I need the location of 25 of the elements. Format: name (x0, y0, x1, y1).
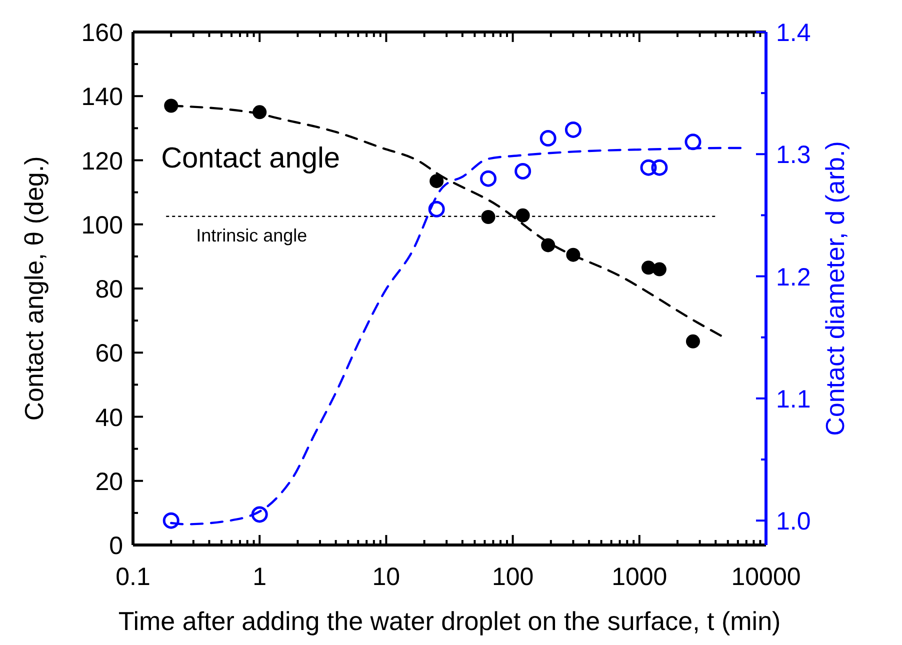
ref-line-label: Intrinsic angle (196, 225, 308, 246)
y-tick-label: 140 (81, 83, 123, 112)
y-tick-label: 20 (95, 468, 123, 496)
x-tick-label: 1 (252, 563, 267, 591)
y-tick-label: 160 (81, 19, 123, 47)
y2-tick-label: 1.1 (776, 385, 811, 414)
x-axis-title: Time after adding the water droplet on the surface, t (min) (118, 606, 781, 636)
y-tick-label: 100 (81, 211, 123, 240)
y-tick-label: 60 (95, 340, 123, 368)
x-tick-label: 0.1 (116, 563, 150, 591)
series-label: Contact angle (161, 142, 340, 175)
y-tick-label: 120 (81, 147, 123, 176)
y-tick-label: 80 (95, 276, 123, 304)
y-tick-label: 0 (109, 532, 123, 560)
x-tick-label: 1000 (612, 563, 668, 591)
y2-tick-label: 1.4 (776, 19, 811, 47)
y2-tick-label: 1.2 (776, 263, 811, 292)
x-tick-label: 100 (492, 563, 534, 591)
x-tick-label: 10000 (731, 563, 801, 591)
x-tick-label: 10 (372, 563, 400, 591)
y-axis-title: Contact angle, θ (deg.) (19, 156, 49, 421)
y2-tick-label: 1.0 (776, 508, 811, 536)
y-tick-label: 40 (95, 404, 123, 432)
y2-axis-title: Contact diameter, d (arb.) (820, 141, 850, 436)
y2-tick-label: 1.3 (776, 141, 811, 170)
